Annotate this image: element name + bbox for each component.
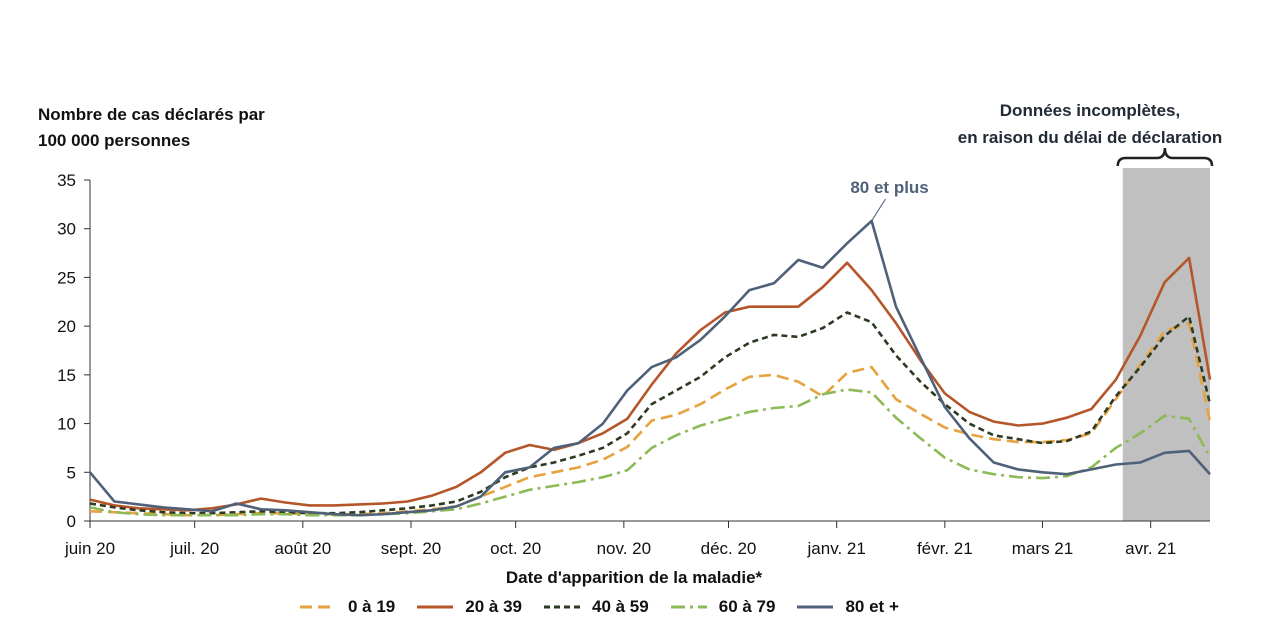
legend-swatch (544, 605, 580, 609)
series-line-60-79 (89, 388, 1212, 517)
annotation-leader-line (871, 198, 886, 222)
legend-label: 40 à 59 (592, 597, 649, 616)
legend-swatch (417, 605, 454, 609)
x-tick-label: sept. 20 (381, 539, 442, 558)
series-line-40-59 (89, 311, 1212, 515)
legend-label: 80 et + (845, 597, 899, 616)
legend-label: 0 à 19 (348, 597, 396, 616)
x-tick-label: juil. 20 (169, 539, 219, 558)
x-tick-label: oct. 20 (490, 539, 541, 558)
x-tick-label: août 20 (274, 539, 331, 558)
legend: 0 à 19 20 à 39 40 à 59 60 à 79 80 et + (300, 597, 921, 617)
legend-item: 20 à 39 (417, 597, 522, 617)
y-tick-label: 0 (67, 512, 76, 531)
y-axis-title: Nombre de cas déclarés par 100 000 perso… (38, 102, 358, 154)
incomplete-data-note-line-2: en raison du délai de déclaration (957, 128, 1223, 147)
x-tick-label: févr. 21 (917, 539, 973, 558)
legend-item: 80 et + (797, 597, 899, 617)
y-tick-label: 15 (57, 366, 76, 385)
x-tick-label: nov. 20 (597, 539, 652, 558)
legend-label: 20 à 39 (465, 597, 522, 616)
y-axis-title-line-1: Nombre de cas déclarés par (38, 105, 265, 124)
y-tick-label: 5 (67, 463, 76, 482)
y-tick-label: 20 (57, 317, 76, 336)
annotation-80-et-plus: 80 et plus (850, 178, 928, 197)
series-line-20-39 (89, 256, 1212, 512)
x-axis-title: Date d'apparition de la maladie* (505, 568, 763, 587)
legend-item: 0 à 19 (300, 597, 395, 617)
x-tick-label: juin 20 (64, 539, 115, 558)
series-line-80-et- (89, 219, 1211, 517)
x-tick-label: mars 21 (1012, 539, 1073, 558)
y-tick-label: 30 (57, 220, 76, 239)
series-line-0-19 (89, 321, 1212, 517)
legend-swatch (797, 605, 834, 609)
x-tick-label: janv. 21 (807, 539, 866, 558)
legend-label: 60 à 79 (718, 597, 776, 616)
legend-item: 40 à 59 (544, 597, 649, 617)
brace (1116, 147, 1214, 167)
y-tick-label: 35 (57, 171, 76, 190)
legend-swatch (670, 605, 707, 609)
incomplete-data-note-line-1: Données incomplètes, (999, 101, 1181, 120)
legend-swatch (300, 605, 336, 609)
x-tick-label: déc. 20 (701, 539, 757, 558)
legend-item: 60 à 79 (670, 597, 776, 617)
y-tick-label: 10 (57, 415, 76, 434)
y-tick-label: 25 (57, 268, 76, 287)
x-tick-label: avr. 21 (1125, 539, 1176, 558)
y-axis-title-line-2: 100 000 personnes (38, 131, 191, 150)
incomplete-data-note: Données incomplètes, en raison du délai … (925, 97, 1255, 151)
